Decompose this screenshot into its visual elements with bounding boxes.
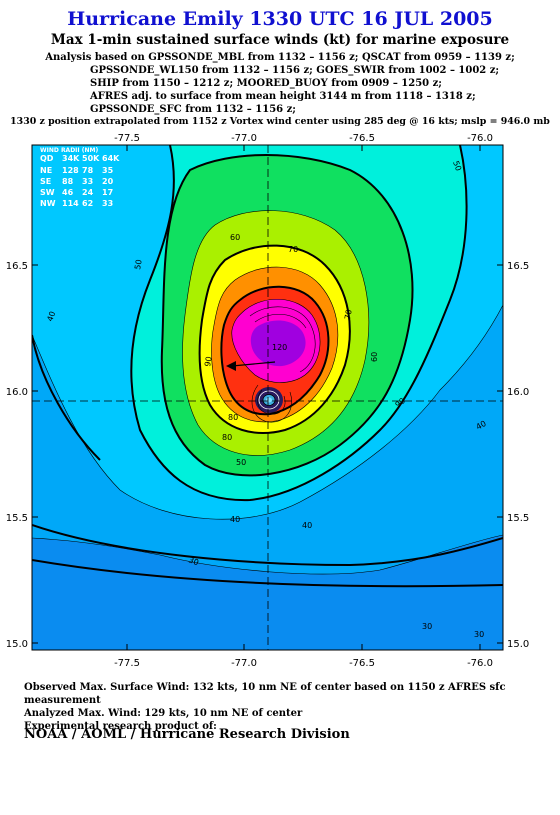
analysis-line: GPSSONDE_SFC from 1132 – 1156 z; — [90, 104, 296, 115]
analysis-sources: Analysis based on GPSSONDE_MBL from 1132… — [0, 51, 560, 116]
observed-max-wind: Observed Max. Surface Wind: 132 kts, 10 … — [24, 682, 506, 706]
contour-label: 70 — [288, 245, 298, 254]
wind-radii-cell: NE — [40, 166, 52, 175]
map-title: Hurricane Emily 1330 UTC 16 JUL 2005 — [67, 8, 493, 30]
organization: NOAA / AOML / Hurricane Research Divisio… — [24, 727, 350, 742]
wind-radii-cell: 78 — [82, 166, 94, 175]
wind-radii-cell: 88 — [62, 177, 74, 186]
wind-radii-cell: 128 — [62, 166, 79, 175]
y-tick-label: 16.0 — [507, 387, 529, 398]
analysis-line: Analysis based on GPSSONDE_MBL from 1132… — [45, 52, 515, 63]
contour-label: 40 — [45, 310, 57, 323]
wind-radii-cell: 17 — [102, 188, 113, 197]
contour-label: 30 — [474, 630, 484, 639]
contour-label: 50 — [451, 160, 463, 173]
y-tick-label: 15.0 — [507, 639, 529, 650]
y-tick-label: 15.0 — [6, 639, 28, 650]
analyzed-max-wind: Analyzed Max. Wind: 129 kts, 10 nm NE of… — [24, 708, 303, 719]
wind-radii-table: WIND RADII (NM) QD 34K 50K 64K NE 128 78 35 SE 8… — [40, 147, 120, 208]
contour-label: 70 — [343, 309, 354, 321]
x-tick-label: -77.5 — [114, 133, 140, 144]
wind-radii-column-header: QD — [40, 154, 54, 163]
y-tick-label: 16.0 — [6, 387, 28, 398]
wind-radii-cell: 62 — [82, 199, 93, 208]
x-tick-label: -77.0 — [231, 133, 257, 144]
wind-radii-cell: 33 — [102, 199, 113, 208]
contour-label: 40 — [475, 419, 488, 432]
wind-field: WIND RADII (NM) QD 34K 50K 64K NE 128 78 35 SE 8… — [32, 145, 503, 650]
wind-radii-cell: 35 — [102, 166, 114, 175]
wind-radii-cell: NW — [40, 199, 56, 208]
wind-radii-cell: 33 — [82, 177, 93, 186]
y-tick-label: 15.5 — [6, 513, 28, 524]
x-tick-label: -76.0 — [467, 133, 493, 144]
wind-radii-cell: 24 — [82, 188, 94, 197]
axis-labels: -77.5 -77.0 -76.5 -76.0 -77.5 -77.0 -76.… — [6, 133, 530, 669]
thick-contours — [32, 145, 503, 588]
wind-radii-column-header: 64K — [102, 154, 120, 163]
contour-labels: 50 50 60 60 70 70 50 80 80 90 90 120 40 … — [45, 160, 487, 639]
wind-map: WIND RADII (NM) QD 34K 50K 64K NE 128 78 35 SE 8… — [0, 130, 560, 680]
map-subtitle: Max 1-min sustained surface winds (kt) f… — [50, 32, 510, 48]
x-tick-label: -76.5 — [349, 658, 375, 669]
wind-radii-cell: SW — [40, 188, 55, 197]
contour-label: 120 — [272, 343, 287, 352]
contour-label: 30 — [422, 622, 432, 631]
analysis-line: SHIP from 1150 – 1212 z; MOORED_BUOY fro… — [90, 78, 442, 89]
x-tick-label: -77.5 — [114, 658, 140, 669]
contour-label: 60 — [370, 352, 379, 362]
x-tick-label: -76.5 — [349, 133, 375, 144]
contour-label: 50 — [133, 259, 144, 271]
band-120 — [250, 320, 306, 367]
eye — [255, 387, 283, 413]
contour-label: 60 — [230, 233, 240, 242]
contour-label: 80 — [222, 433, 232, 442]
wind-radii-cell: 20 — [102, 177, 114, 186]
x-tick-label: -76.0 — [467, 658, 493, 669]
contour-label: 90 — [203, 356, 214, 368]
x-tick-label: -77.0 — [231, 658, 257, 669]
analysis-line: GPSSONDE_WL150 from 1132 – 1156 z; GOES_… — [90, 65, 500, 76]
wind-radii-column-header: 34K — [62, 154, 80, 163]
wind-radii-cell: 114 — [62, 199, 79, 208]
product-note: Experimental research product of: — [24, 721, 217, 732]
y-tick-label: 16.5 — [507, 261, 529, 272]
y-tick-label: 16.5 — [6, 261, 28, 272]
plot-frame — [31, 144, 504, 651]
wind-radii-cell: 46 — [62, 188, 74, 197]
contour-label: 50 — [236, 458, 246, 467]
y-tick-label: 15.5 — [507, 513, 529, 524]
wind-radii-header: WIND RADII (NM) — [40, 147, 98, 154]
footer-notes: Observed Max. Surface Wind: 132 kts, 10 … — [24, 681, 560, 733]
wind-radii-cell: SE — [40, 177, 51, 186]
analysis-line: AFRES adj. to surface from mean height 3… — [90, 91, 476, 102]
contour-label: 40 — [230, 515, 240, 524]
contour-label: 30 — [187, 555, 200, 567]
contour-label: 40 — [302, 521, 312, 530]
center-crosshair — [32, 145, 503, 650]
wind-radii-column-header: 50K — [82, 154, 100, 163]
position-note: 1330 z position extrapolated from 1152 z… — [10, 116, 550, 127]
contour-label: 80 — [228, 413, 238, 422]
tick-marks — [32, 145, 503, 650]
